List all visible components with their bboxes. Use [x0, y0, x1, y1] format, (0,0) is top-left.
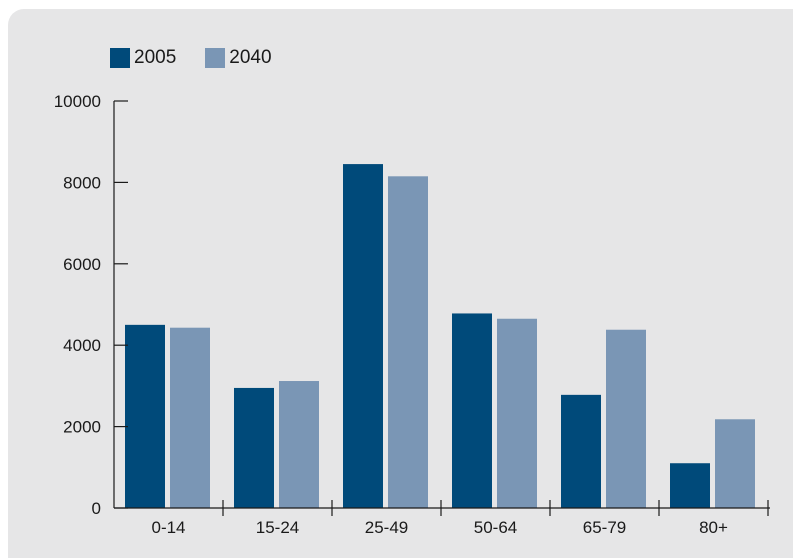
y-tick-label-6000: 6000: [63, 255, 101, 274]
legend-item-2005: 2005: [110, 47, 176, 69]
x-tick-label-25-49: 25-49: [365, 518, 408, 537]
x-tick-label-50-64: 50-64: [474, 518, 517, 537]
bar-2005-15-24: [234, 387, 274, 508]
x-tick-label-15-24: 15-24: [256, 518, 299, 537]
bar-2040-25-49: [388, 176, 428, 509]
bar-2005-65-79: [561, 394, 601, 508]
bar-2040-15-24: [279, 381, 319, 508]
y-tick-label-8000: 8000: [63, 173, 101, 192]
bar-2040-80+: [715, 419, 755, 508]
y-tick-label-0: 0: [92, 499, 101, 518]
y-tick-label-10000: 10000: [54, 92, 101, 111]
legend-label-2040: 2040: [229, 47, 272, 68]
bar-2005-0-14: [125, 324, 165, 508]
legend-swatch-2005: [110, 48, 130, 68]
legend-label-2005: 2005: [134, 47, 177, 68]
bar-2040-50-64: [497, 318, 537, 508]
bar-2040-0-14: [170, 327, 210, 508]
bar-2005-80+: [670, 463, 710, 508]
y-tick-label-2000: 2000: [63, 418, 101, 437]
bar-2005-50-64: [452, 313, 492, 508]
legend-item-2040: 2040: [205, 47, 272, 69]
x-tick-label-0-14: 0-14: [151, 518, 185, 537]
x-tick-label-65-79: 65-79: [583, 518, 626, 537]
x-tick-label-80+: 80+: [699, 518, 728, 537]
y-tick-label-4000: 4000: [63, 336, 101, 355]
bar-2040-65-79: [606, 329, 646, 508]
legend-swatch-2040: [205, 48, 226, 68]
legend: 2005 2040: [110, 47, 301, 69]
bar-2005-25-49: [343, 164, 383, 508]
